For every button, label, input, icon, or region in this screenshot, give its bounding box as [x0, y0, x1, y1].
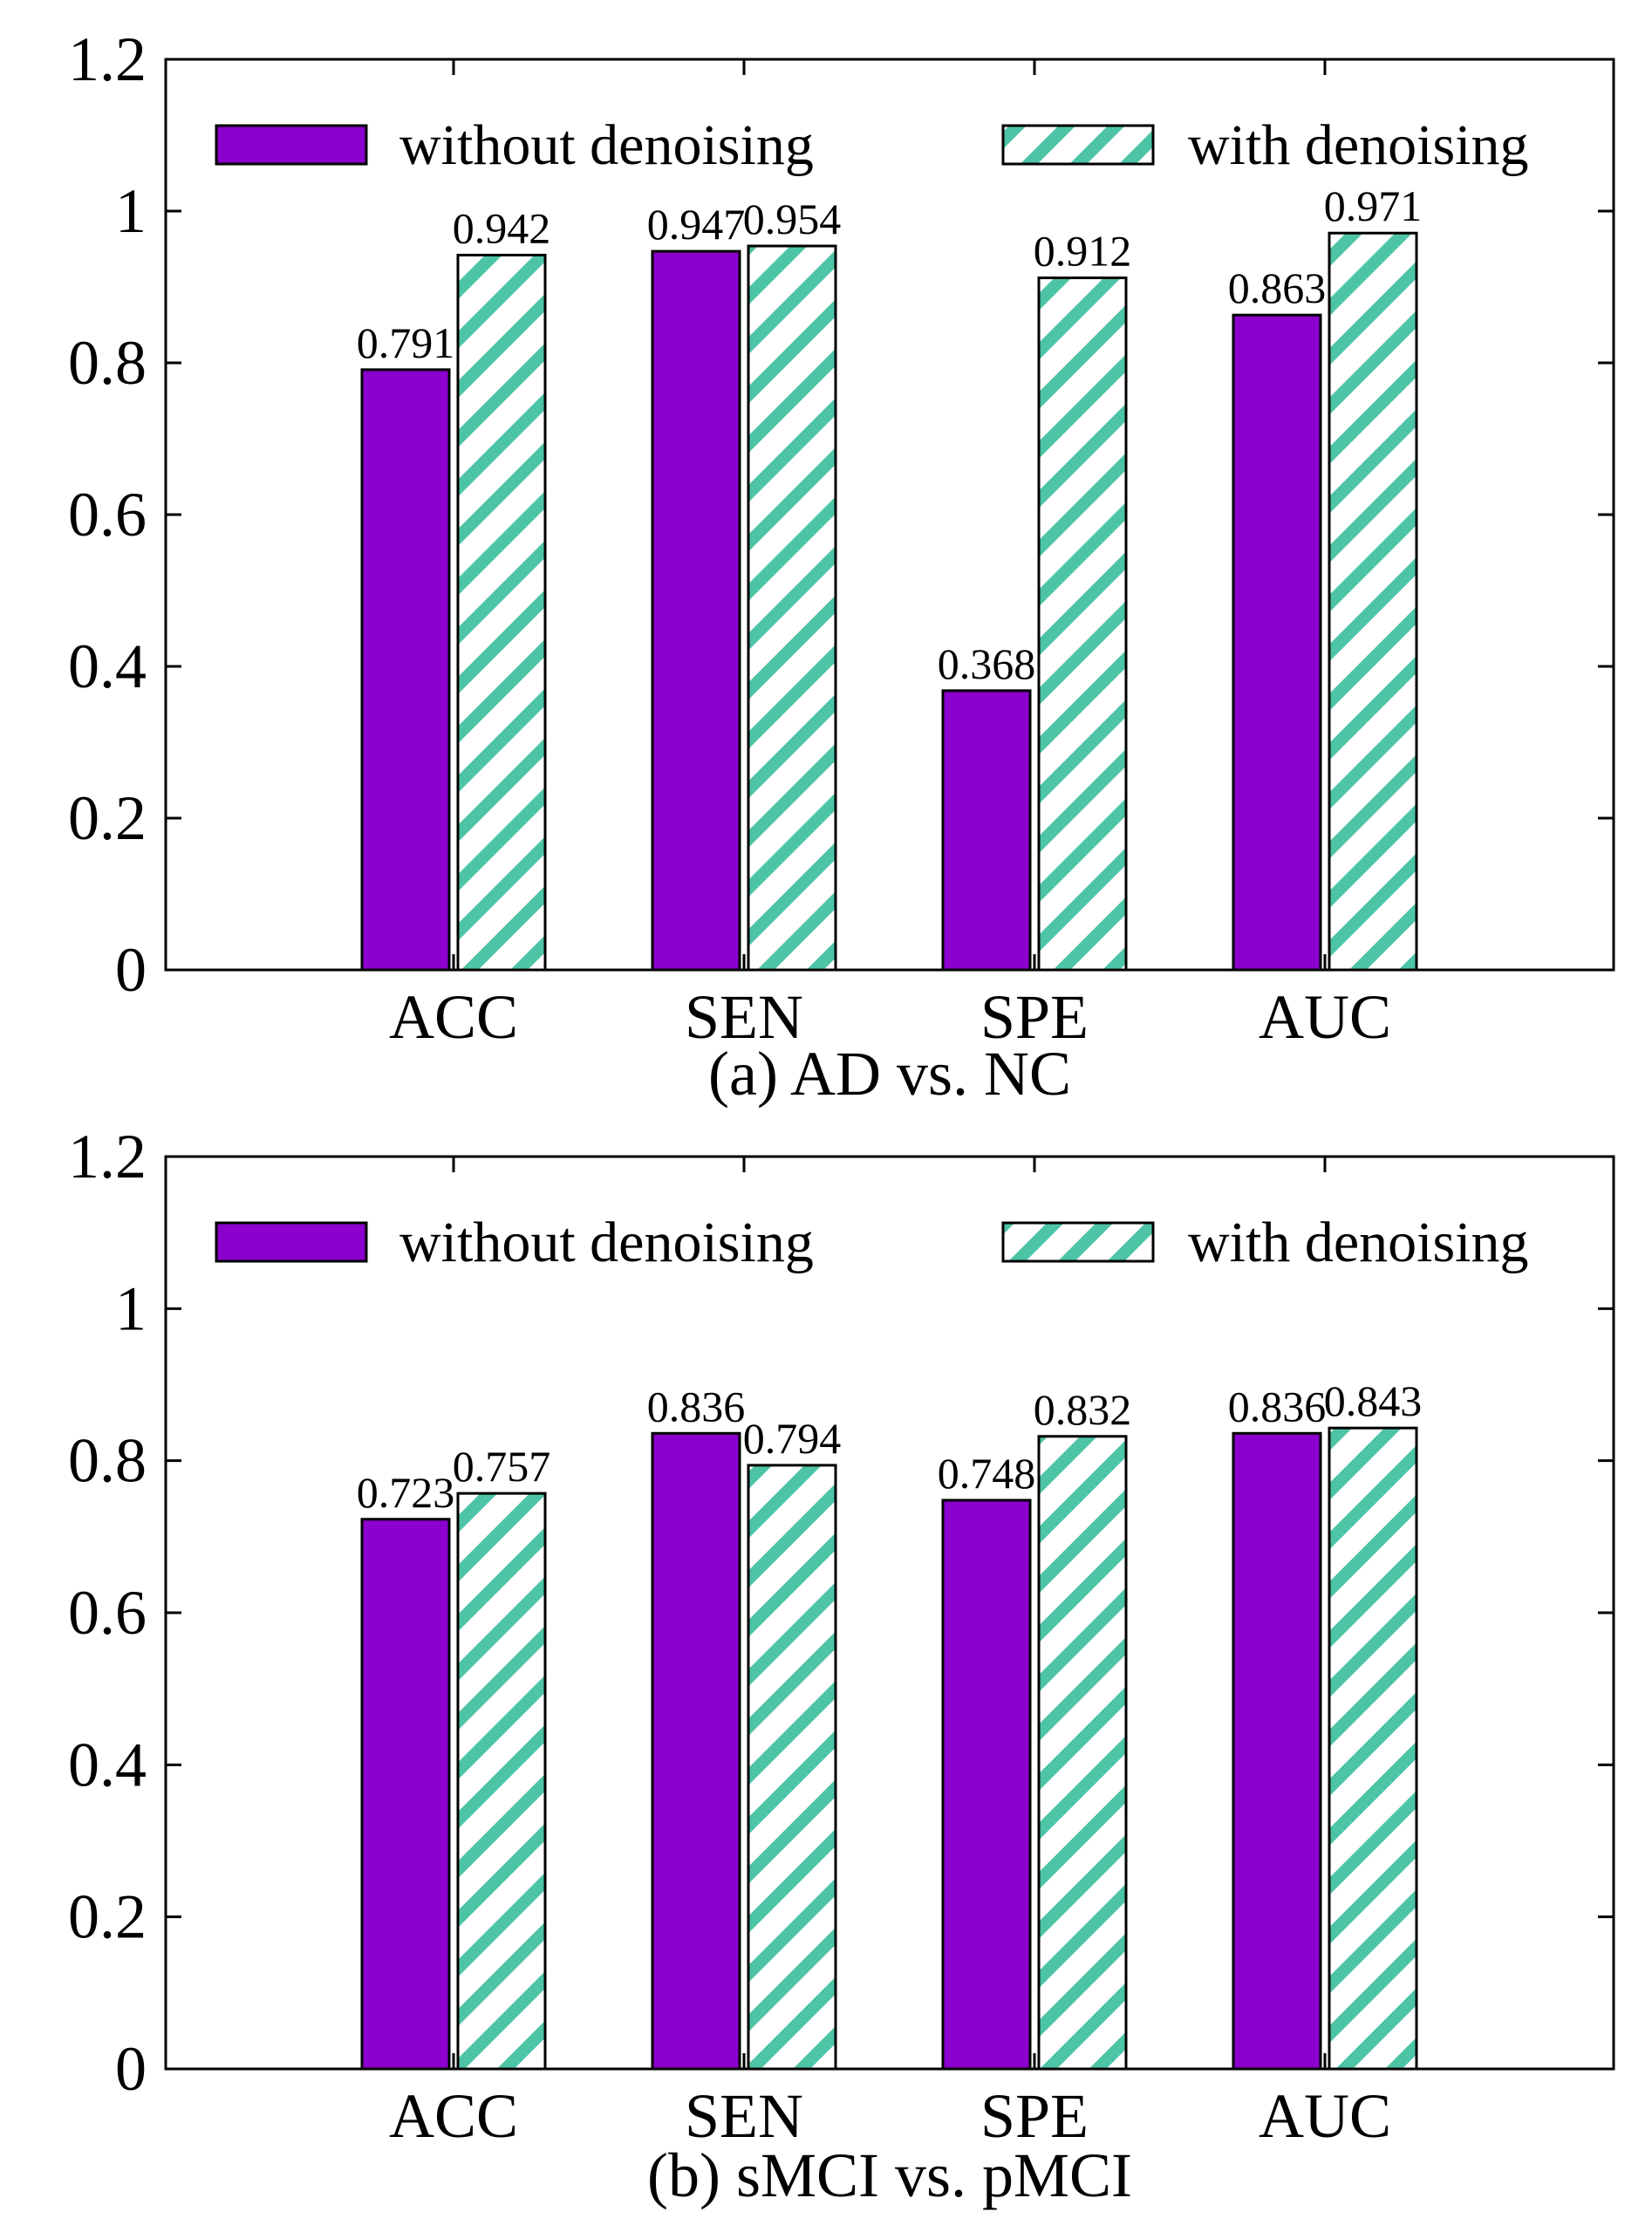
x-category-label: AUC	[1259, 982, 1391, 1052]
bar-without-denoising-acc	[360, 1518, 451, 2071]
bar-with-denoising-acc	[456, 253, 547, 972]
bar-with-denoising-auc	[1328, 231, 1418, 972]
y-tick-label: 1.2	[68, 24, 147, 94]
bar-without-denoising-spe	[941, 689, 1032, 972]
y-tick-label: 0.6	[68, 480, 147, 550]
bar-without-denoising-acc	[360, 368, 451, 972]
value-label: 0.836	[647, 1382, 746, 1430]
plot-frame	[164, 58, 1615, 972]
bar-with-denoising-spe	[1037, 1435, 1128, 2071]
value-label: 0.843	[1324, 1376, 1423, 1425]
chart-panel-2: 00.20.40.60.811.20.7230.8360.7480.8360.7…	[68, 1122, 1615, 2210]
value-label: 0.954	[743, 195, 842, 243]
bar-without-denoising-auc	[1232, 1431, 1322, 2071]
bar-with-denoising-sen	[747, 244, 837, 972]
legend-label-without-denoising: without denoising	[399, 1211, 814, 1274]
value-label: 0.748	[938, 1449, 1036, 1498]
y-tick-label: 0	[115, 935, 147, 1005]
bar-with-denoising-sen	[747, 1464, 837, 2071]
panel-caption: (b) sMCI vs. pMCI	[647, 2140, 1132, 2210]
y-tick-label: 0.6	[68, 1578, 147, 1648]
bar-with-denoising-auc	[1328, 1426, 1418, 2071]
chart-panel-1: 0 0.2 0.4 0.6 0.8 1 1.2 0.791 0.947 0.368 0.863 0.9…	[68, 24, 1615, 1109]
y-tick-label: 0.8	[68, 328, 147, 398]
value-label: 0.942	[453, 203, 551, 252]
legend-swatch-without-denoising	[215, 124, 368, 166]
value-label: 0.791	[357, 318, 455, 367]
bar-with-denoising-spe	[1037, 276, 1128, 972]
bar-without-denoising-sen	[651, 1431, 741, 2071]
x-category-label: SPE	[980, 2081, 1089, 2151]
x-category-label: ACC	[389, 2081, 518, 2151]
value-label: 0.971	[1324, 181, 1423, 230]
value-label: 0.912	[1034, 227, 1132, 276]
x-category-label: SEN	[685, 982, 803, 1052]
y-tick-label: 1	[115, 176, 147, 246]
value-label: 0.836	[1228, 1382, 1327, 1430]
plot-frame	[164, 1155, 1615, 2071]
y-tick-label: 0	[115, 2034, 147, 2104]
value-label: 0.723	[357, 1468, 455, 1517]
legend-swatch-without-denoising	[215, 1221, 368, 1263]
legend-label-without-denoising: without denoising	[399, 113, 814, 177]
y-tick-label: 0.4	[68, 631, 147, 701]
y-tick-label: 1.2	[68, 1122, 147, 1191]
y-tick-label: 1	[115, 1273, 147, 1343]
panel-caption: (a) AD vs. NC	[708, 1039, 1071, 1109]
legend-swatch-with-denoising	[1001, 124, 1155, 166]
value-label: 0.832	[1034, 1385, 1132, 1434]
legend-label-with-denoising: with denoising	[1188, 1211, 1529, 1274]
value-label: 0.368	[938, 639, 1036, 688]
x-category-label: ACC	[389, 982, 518, 1052]
x-category-label: AUC	[1259, 2081, 1391, 2151]
y-tick-label: 0.2	[68, 1882, 147, 1952]
x-category-label: SPE	[980, 982, 1089, 1052]
x-category-label: SEN	[685, 2081, 803, 2151]
value-label: 0.794	[743, 1414, 842, 1463]
value-label: 0.947	[647, 200, 746, 249]
y-tick-label: 0.8	[68, 1426, 147, 1496]
legend-swatch-with-denoising	[1001, 1221, 1155, 1263]
bar-without-denoising-sen	[651, 249, 741, 972]
bar-without-denoising-spe	[941, 1498, 1032, 2071]
y-tick-label: 0.2	[68, 783, 147, 853]
bar-without-denoising-auc	[1232, 313, 1322, 972]
y-tick-label: 0.4	[68, 1730, 147, 1799]
legend-label-with-denoising: with denoising	[1188, 113, 1529, 177]
value-label: 0.863	[1228, 263, 1327, 312]
value-label: 0.757	[453, 1442, 551, 1491]
bar-with-denoising-acc	[456, 1492, 547, 2071]
